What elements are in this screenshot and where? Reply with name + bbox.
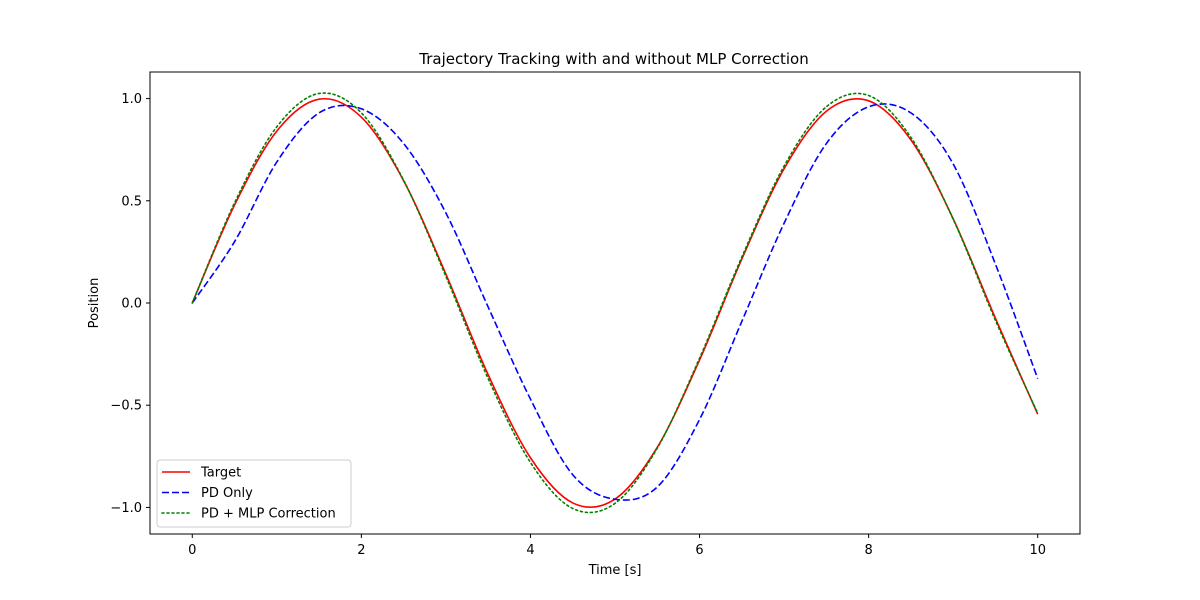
y-tick-label: 0.0 xyxy=(121,297,142,312)
y-axis-label: Position xyxy=(87,278,102,329)
legend: Target PD Only PD + MLP Correction xyxy=(156,459,352,528)
series-line-2 xyxy=(191,92,1039,514)
x-tick-label: 4 xyxy=(526,543,534,558)
legend-label-0: Target xyxy=(200,466,241,481)
x-tick-label: 2 xyxy=(357,543,365,558)
x-axis-ticks: 0 2 4 6 8 10 xyxy=(188,534,1046,558)
x-tick-label: 6 xyxy=(695,543,703,558)
x-tick-label: 8 xyxy=(864,543,872,558)
legend-label-2: PD + MLP Correction xyxy=(201,507,336,522)
y-axis-ticks: −1.0 −0.5 0.0 0.5 1.0 xyxy=(110,92,150,516)
legend-label-1: PD Only xyxy=(201,486,253,501)
x-axis-label: Time [s] xyxy=(588,563,642,578)
series-line-1 xyxy=(191,103,1039,501)
legend-frame xyxy=(156,459,352,528)
chart-title: Trajectory Tracking with and without MLP… xyxy=(418,50,809,68)
y-tick-label: 1.0 xyxy=(121,92,142,107)
x-tick-label: 10 xyxy=(1029,543,1046,558)
y-tick-label: −1.0 xyxy=(110,501,142,516)
x-tick-label: 0 xyxy=(188,543,196,558)
y-tick-label: −0.5 xyxy=(110,399,142,414)
series-layer xyxy=(191,92,1039,514)
y-tick-label: 0.5 xyxy=(121,194,142,209)
series-line-0 xyxy=(191,97,1039,508)
